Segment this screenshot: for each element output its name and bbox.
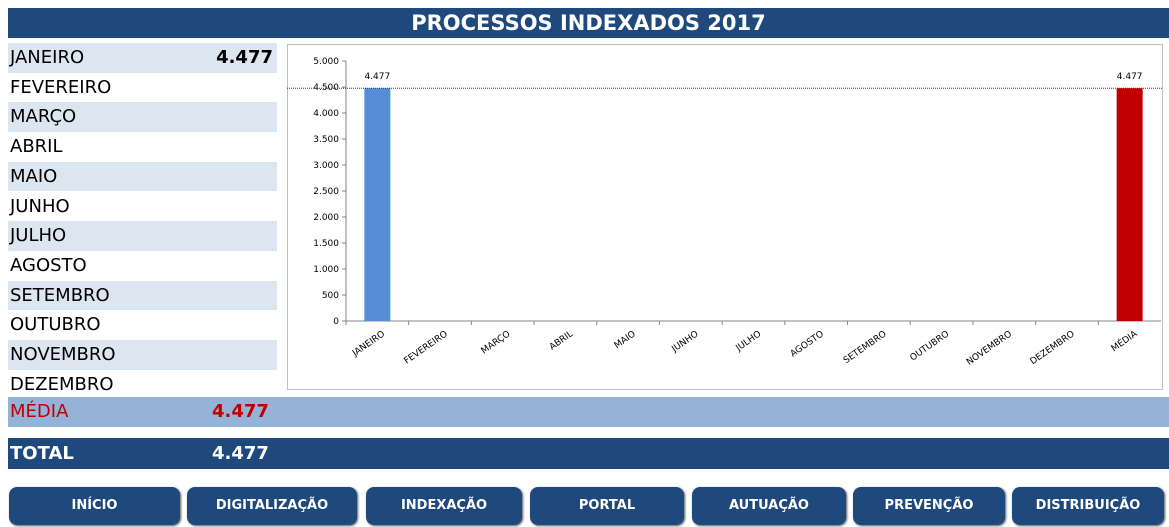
y-tick-label: 2.500 [313, 187, 339, 197]
month-row: FEVEREIRO [8, 73, 277, 103]
nav-button[interactable]: AUTUAÇÃO [692, 487, 846, 525]
y-tick-label: 3.500 [313, 135, 339, 145]
nav-button[interactable]: INÍCIO [9, 487, 180, 525]
month-label: OUTUBRO [10, 314, 101, 336]
average-value: 4.477 [212, 401, 269, 422]
month-row: OUTUBRO [8, 310, 277, 340]
y-tick-label: 2.000 [313, 213, 339, 223]
y-tick-label: 500 [322, 291, 339, 301]
month-label: AGOSTO [10, 254, 87, 276]
month-row: JULHO [8, 221, 277, 251]
chart-frame [287, 44, 1163, 390]
total-label: TOTAL [10, 443, 74, 464]
month-label: MARÇO [10, 106, 77, 128]
nav-button[interactable]: PORTAL [530, 487, 684, 525]
month-label: SETEMBRO [10, 284, 110, 306]
month-row: DEZEMBRO [8, 370, 277, 400]
y-tick-label: 4.500 [313, 83, 339, 93]
month-row: MAIO [8, 161, 277, 192]
nav-button[interactable]: DIGITALIZAÇÃO [187, 487, 357, 525]
y-tick-label: 1.500 [313, 239, 339, 249]
page-title: PROCESSOS INDEXADOS 2017 [8, 8, 1169, 38]
month-row: AGOSTO [8, 251, 277, 281]
bar [364, 88, 391, 321]
month-label: MAIO [10, 165, 58, 187]
month-label: NOVEMBRO [10, 344, 116, 365]
month-row: SETEMBRO [8, 280, 277, 311]
bar [1116, 88, 1143, 321]
y-tick-label: 3.000 [313, 161, 339, 171]
month-label: FEVEREIRO [10, 76, 112, 98]
y-tick-label: 1.000 [313, 265, 339, 275]
nav-button[interactable]: PREVENÇÃO [853, 487, 1005, 525]
month-row: ABRIL [8, 132, 277, 162]
nav-button[interactable]: DISTRIBUIÇÃO [1012, 487, 1164, 525]
month-label: JUNHO [10, 195, 70, 217]
month-value: 4.477 [216, 47, 273, 68]
month-label: JULHO [10, 225, 67, 247]
value-label: 4.477 [1117, 72, 1143, 82]
nav-button[interactable]: INDEXAÇÃO [366, 487, 522, 525]
total-row: TOTAL 4.477 [8, 438, 1169, 469]
month-label: JANEIRO [10, 47, 85, 68]
y-tick-label: 5.000 [313, 57, 339, 67]
y-tick-label: 4.000 [313, 109, 339, 119]
month-row: MARÇO [8, 102, 277, 133]
month-row: JANEIRO 4.477 [8, 43, 277, 73]
month-row: NOVEMBRO [8, 340, 277, 370]
average-row: MÉDIA 4.477 [8, 397, 1169, 427]
month-label: DEZEMBRO [10, 373, 114, 395]
month-label: ABRIL [10, 136, 63, 158]
total-value: 4.477 [212, 443, 269, 464]
y-tick-label: 0 [333, 317, 339, 327]
value-label: 4.477 [364, 72, 390, 82]
chart: 0 500 1.000 1.500 2.000 2.500 3.000 3.500 4.000 4… [287, 44, 1163, 390]
average-label: MÉDIA [10, 401, 69, 422]
month-row: JUNHO [8, 192, 277, 222]
